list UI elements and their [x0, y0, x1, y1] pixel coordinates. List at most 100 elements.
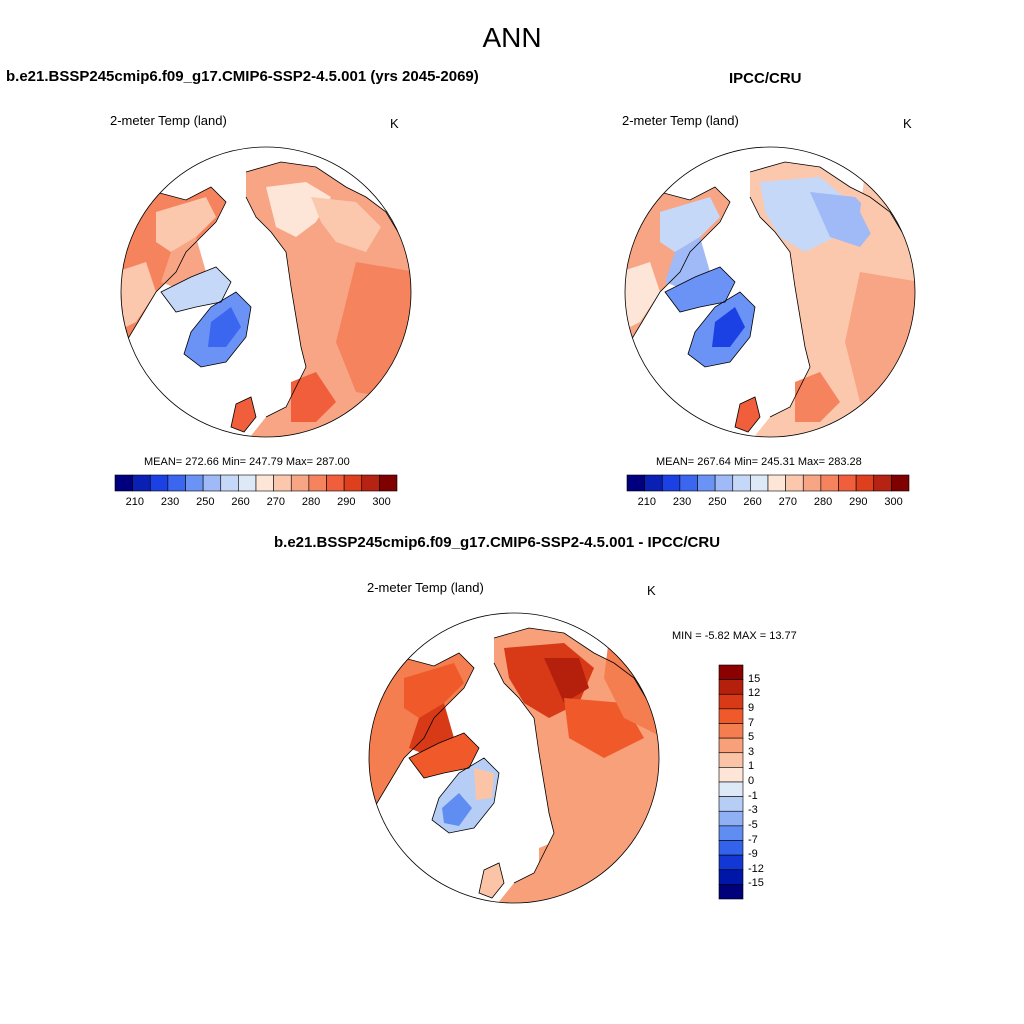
colorbar-label: 260 [231, 496, 250, 508]
colorbar-swatch [149, 474, 169, 492]
colorbar-label: 7 [748, 716, 755, 729]
panel-3-title: b.e21.BSSP245cmip6.f09_g17.CMIP6-SSP2-4.… [274, 534, 721, 551]
panel-2-uk [735, 397, 760, 432]
panel-3-colorbar-labels: 15 12 9 7 5 3 1 0 -1 -3 -5 -7 -9 -12 -15 [748, 665, 788, 899]
colorbar-swatch [697, 474, 716, 492]
colorbar-swatch [767, 474, 786, 492]
colorbar-swatch [855, 474, 875, 492]
colorbar-label: 270 [778, 496, 797, 508]
colorbar-label: -9 [748, 848, 758, 861]
colorbar-swatch [718, 884, 744, 900]
colorbar-swatch [185, 474, 204, 492]
colorbar-swatch [718, 737, 744, 754]
colorbar-swatch [718, 810, 744, 827]
panel-1-stats: MEAN= 272.66 Min= 247.79 Max= 287.00 [144, 456, 350, 468]
panel-3-units: K [647, 583, 656, 598]
colorbar-swatch [308, 474, 327, 492]
panel-2-archipelago [665, 267, 735, 312]
colorbar-label: -1 [748, 789, 758, 802]
panel-3-stats: MIN = -5.82 MAX = 13.77 [672, 630, 797, 642]
colorbar-swatch [661, 474, 681, 492]
colorbar-label: 12 [748, 687, 761, 700]
colorbar-label: 250 [708, 496, 727, 508]
colorbar-label: 290 [849, 496, 868, 508]
colorbar-swatch [714, 474, 734, 492]
colorbar-swatch [802, 474, 822, 492]
colorbar-label: -12 [748, 862, 764, 875]
colorbar-swatch [290, 474, 310, 492]
colorbar-swatch [167, 474, 186, 492]
colorbar-label: 15 [748, 672, 761, 685]
colorbar-label: 300 [372, 496, 391, 508]
panel-3-variable: 2-meter Temp (land) [367, 580, 484, 595]
colorbar-label: -7 [748, 833, 758, 846]
panel-1-title: b.e21.BSSP245cmip6.f09_g17.CMIP6-SSP2-4.… [6, 68, 479, 85]
colorbar-swatch [718, 840, 744, 856]
panel-2-variable: 2-meter Temp (land) [622, 113, 739, 128]
colorbar-swatch [114, 474, 133, 492]
colorbar-label: 250 [196, 496, 215, 508]
colorbar-swatch [718, 723, 744, 739]
colorbar-label: -5 [748, 818, 758, 831]
colorbar-label: 260 [743, 496, 762, 508]
colorbar-swatch [273, 474, 292, 492]
panel-3-map [368, 612, 660, 904]
colorbar-label: 230 [160, 496, 180, 508]
colorbar-swatch [785, 474, 804, 492]
colorbar-label: 290 [337, 496, 356, 508]
colorbar-swatch [202, 474, 222, 492]
colorbar-swatch [238, 474, 257, 492]
colorbar-swatch [326, 474, 345, 492]
colorbar-label: 1 [748, 760, 755, 773]
panel-2-map [624, 146, 916, 438]
colorbar-swatch [718, 752, 744, 768]
panel-1-units: K [390, 116, 399, 131]
colorbar-swatch [379, 474, 398, 492]
colorbar-swatch [838, 474, 857, 492]
colorbar-swatch [255, 474, 274, 492]
panel-2-title: IPCC/CRU [729, 70, 802, 87]
panel-1-variable: 2-meter Temp (land) [110, 113, 227, 128]
colorbar-label: 9 [748, 701, 755, 714]
colorbar-label: 210 [637, 496, 656, 508]
colorbar-label: 230 [672, 496, 692, 508]
colorbar-label: 280 [813, 496, 833, 508]
colorbar-label: 0 [748, 775, 755, 787]
panel-3-uk [479, 863, 504, 898]
colorbar-swatch [718, 767, 744, 783]
figure-title: ANN [482, 22, 542, 53]
colorbar-swatch [873, 474, 892, 492]
panel-1-colorbar [114, 474, 398, 492]
colorbar-label: 5 [748, 731, 755, 744]
panel-1-map [120, 146, 412, 438]
colorbar-label: 210 [125, 496, 144, 508]
colorbar-label: -15 [748, 877, 764, 890]
colorbar-swatch [220, 474, 239, 492]
colorbar-swatch [718, 708, 744, 724]
panel-2-colorbar [626, 474, 910, 492]
panel-3-colorbar [718, 664, 744, 900]
colorbar-swatch [718, 854, 744, 871]
colorbar-swatch [132, 474, 151, 492]
colorbar-swatch [820, 474, 839, 492]
panel-1-uk [231, 397, 256, 432]
colorbar-swatch [718, 693, 744, 710]
colorbar-label: -3 [748, 804, 758, 817]
colorbar-swatch [891, 474, 910, 492]
colorbar-swatch [679, 474, 698, 492]
colorbar-label: 3 [748, 745, 755, 758]
colorbar-swatch [718, 796, 744, 812]
panel-1-archipelago [161, 267, 231, 312]
colorbar-swatch [750, 474, 769, 492]
colorbar-swatch [732, 474, 751, 492]
panel-1-colorbar-labels: 210 230 250 260 270 280 290 300 [118, 496, 400, 510]
colorbar-label: 270 [266, 496, 285, 508]
panel-3-archipelago [409, 733, 479, 778]
colorbar-label: 300 [884, 496, 903, 508]
colorbar-swatch [718, 869, 744, 885]
colorbar-swatch [718, 781, 744, 797]
colorbar-label: 280 [301, 496, 321, 508]
panel-2-colorbar-labels: 210 230 250 260 270 280 290 300 [630, 496, 912, 510]
colorbar-swatch [718, 825, 744, 841]
colorbar-swatch [343, 474, 363, 492]
